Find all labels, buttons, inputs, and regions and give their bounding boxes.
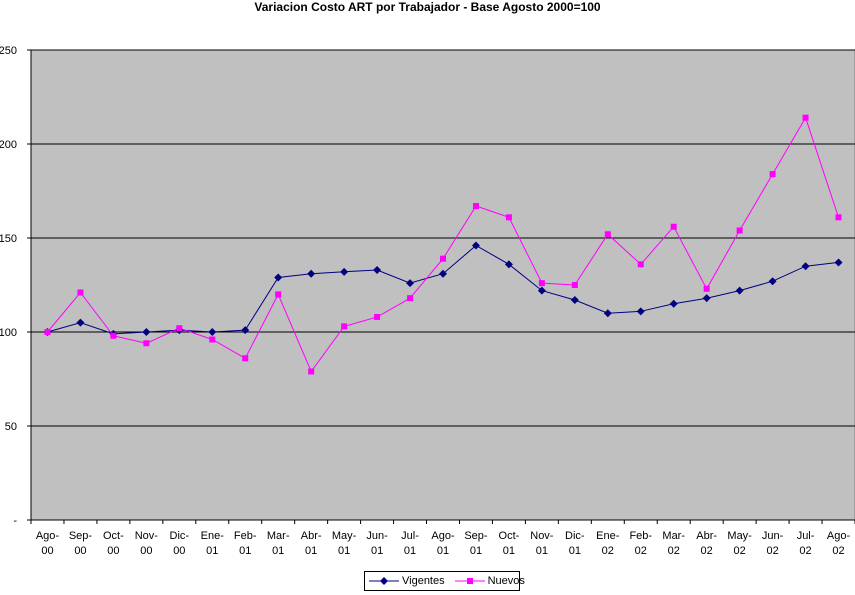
x-tick-label: Ago-01 (431, 530, 455, 557)
x-tick-label: Nov-01 (530, 530, 554, 557)
legend-label-vigentes: Vigentes (402, 575, 445, 587)
gridlines (31, 49, 855, 427)
plot-area (30, 49, 855, 521)
point-vigentes (439, 269, 447, 278)
point-nuevos (736, 227, 743, 234)
x-tick-label: Dic-01 (565, 530, 585, 557)
point-nuevos (769, 171, 776, 178)
point-nuevos (440, 255, 446, 262)
series (43, 114, 843, 375)
point-nuevos (472, 203, 479, 210)
chart-title: Variacion Costo ART por Trabajador - Bas… (254, 0, 601, 14)
y-tick-label: 150 (0, 233, 17, 245)
x-tick-label: Abr-01 (301, 530, 322, 557)
x-tick-label: Mar-01 (267, 530, 290, 557)
legend-item-nuevos: Nuevos (454, 575, 531, 587)
point-nuevos (835, 214, 842, 221)
point-nuevos (143, 340, 150, 347)
point-nuevos (308, 368, 315, 375)
point-vigentes (307, 269, 316, 278)
x-tick-label: Jul-01 (401, 530, 419, 557)
point-vigentes (471, 241, 480, 250)
vigentes-legend-marker (369, 577, 399, 585)
point-nuevos (110, 332, 117, 339)
x-tick-label: Feb-02 (629, 530, 652, 557)
axes: - 50 100 150 200 250 Ago-00 Sep-00 Oct-00 Nov-00 D… (0, 45, 855, 557)
x-tick-label: Sep-00 (69, 530, 93, 557)
point-vigentes (504, 260, 513, 269)
x-tick-label: Jul-02 (797, 530, 815, 557)
x-tick-label: Dic-00 (170, 530, 190, 557)
x-tick-label: Oct-01 (499, 530, 520, 557)
point-vigentes (636, 307, 645, 316)
point-vigentes (702, 294, 711, 303)
point-nuevos (275, 291, 282, 298)
y-tick-label: 250 (0, 45, 17, 57)
point-nuevos (802, 114, 809, 121)
point-vigentes (274, 273, 283, 282)
point-nuevos (176, 325, 183, 332)
point-vigentes (241, 326, 250, 335)
y-tick-label: 100 (0, 327, 17, 339)
point-nuevos (604, 231, 611, 238)
point-vigentes (208, 328, 217, 336)
point-nuevos (703, 285, 710, 292)
point-vigentes (340, 267, 349, 276)
x-tick-label: May-02 (727, 530, 752, 557)
nuevos-legend-marker (454, 578, 485, 584)
x-tick-label: Oct-00 (103, 530, 124, 557)
x-tick-label: Jun-02 (762, 530, 784, 557)
legend-label-nuevos: Nuevos (487, 575, 525, 587)
point-vigentes (373, 265, 382, 274)
point-nuevos (209, 336, 216, 343)
x-tick-label: Jun-01 (366, 530, 388, 557)
point-vigentes (669, 299, 678, 308)
point-nuevos (77, 289, 84, 296)
y-tick-label: 50 (5, 421, 17, 433)
point-nuevos (242, 355, 249, 362)
point-vigentes (76, 318, 85, 327)
x-tick-label: Feb-01 (234, 530, 257, 557)
point-nuevos (407, 295, 414, 302)
y-tick-label: 200 (0, 139, 17, 151)
x-tick-label: Abr-02 (696, 530, 717, 557)
x-tick-label: Ago-00 (36, 530, 60, 557)
legend: Vigentes Nuevos (364, 571, 525, 591)
point-nuevos (374, 313, 381, 320)
x-tick-label: Ago-02 (827, 530, 851, 557)
x-tick-label: Ene-02 (596, 530, 620, 557)
x-tick-label: Sep-01 (464, 530, 488, 557)
point-nuevos (670, 223, 677, 230)
point-vigentes (406, 279, 415, 288)
point-nuevos (341, 323, 348, 330)
point-vigentes (735, 286, 744, 295)
x-tick-label: Mar-02 (662, 530, 685, 557)
point-nuevos (571, 282, 578, 288)
x-tick-label: Nov-00 (135, 530, 159, 557)
point-vigentes (834, 258, 843, 267)
point-vigentes (801, 262, 810, 271)
point-nuevos (505, 214, 512, 221)
x-tick-label: Ene-01 (201, 530, 225, 557)
point-nuevos (538, 280, 545, 287)
legend-item-vigentes: Vigentes (369, 575, 451, 587)
point-vigentes (537, 286, 546, 295)
x-tick-label: May-01 (332, 530, 357, 557)
point-vigentes (603, 309, 612, 318)
point-nuevos (44, 329, 51, 335)
point-nuevos (637, 261, 644, 268)
y-tick-label: - (13, 515, 17, 527)
point-vigentes (768, 277, 777, 286)
point-vigentes (142, 328, 151, 336)
point-vigentes (570, 296, 579, 305)
